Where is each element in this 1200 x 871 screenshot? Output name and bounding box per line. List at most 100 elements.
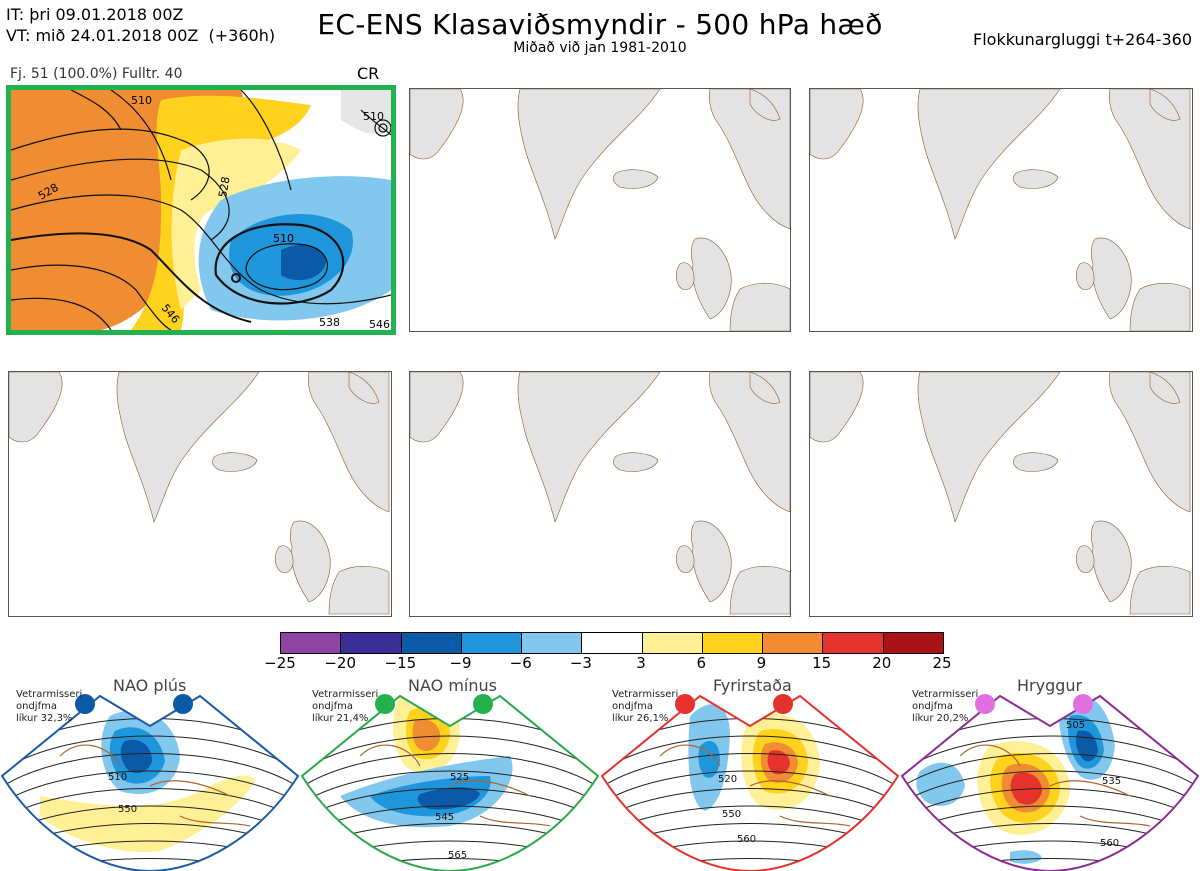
colorbar-tick-labels: −25 −20 −15 −9 −6 −3 3 6 9 15 20 25 [264, 654, 951, 674]
greenland-main-land [517, 372, 661, 523]
contour-label-1: 510 [131, 94, 152, 107]
regime-contour-2 [602, 753, 898, 789]
regime-marker-dot [675, 694, 695, 714]
iceland-land [212, 452, 258, 472]
british-isles-land [1090, 237, 1132, 320]
regime-marker-dot [375, 694, 395, 714]
colorbar-tick-4: −6 [509, 654, 532, 672]
regime-probability-note: Vetrarmisseri ondjfma líkur 21,4% [312, 689, 379, 724]
ireland-land [675, 545, 695, 573]
regime-probability-note: Vetrarmisseri ondjfma líkur 20,2% [912, 689, 979, 724]
cluster-map-1[interactable]: 510 528 528 510 546 538 546 510 [6, 85, 396, 335]
iceland-land [613, 452, 659, 472]
british-isles-land [690, 520, 732, 603]
colorbar-tick-5: −3 [569, 654, 592, 672]
regime-map-svg: 525 545 565 [300, 694, 600, 871]
scandinavia-land [1108, 89, 1191, 230]
svalbard-land [749, 89, 781, 121]
regime-marker-dot [975, 694, 995, 714]
regime-nao-minus: 525 545 565 NAO mínus Vetrarmisseri ondjfma … [300, 676, 600, 871]
regime-anomaly-2 [412, 719, 441, 751]
cluster-map-3[interactable] [809, 88, 1193, 332]
cluster-map-4[interactable] [8, 371, 392, 617]
init-time: IT: þri 09.01.2018 00Z [6, 5, 184, 24]
regime-contour-6 [302, 823, 598, 853]
regime-name: NAO plús [113, 676, 187, 695]
regime-contour-1 [902, 735, 1198, 773]
basemap-svg [810, 372, 1191, 615]
regime-contour-3 [302, 770, 598, 805]
regime-probability-note: Vetrarmisseri ondjfma líkur 26,1% [612, 689, 679, 724]
colorbar-swatch-6 [642, 633, 703, 653]
europe-land [729, 282, 790, 331]
europe-land [1129, 565, 1191, 615]
negative-anomaly-dark [281, 244, 326, 281]
regime-anomaly-2 [120, 739, 152, 774]
regime-contour-7 [602, 840, 898, 869]
regime-anomaly-5 [417, 787, 480, 810]
regime-contour-label: 545 [435, 812, 454, 823]
regime-marker-dot [75, 694, 95, 714]
ireland-land [1075, 545, 1095, 573]
page-subtitle: Miðað við jan 1981-2010 [513, 40, 687, 56]
regime-map-svg: 520 550 560 [600, 694, 900, 871]
british-isles-land [289, 520, 331, 603]
colorbar-tick-1: −20 [324, 654, 356, 672]
regime-contour-3 [902, 770, 1198, 805]
greenland-land [410, 89, 464, 160]
contour-label-6: 538 [319, 316, 340, 329]
regime-contour-7 [902, 840, 1198, 869]
regime-anomaly-8 [1010, 850, 1042, 864]
regime-contour-label: 550 [722, 809, 741, 820]
regime-coastline [659, 744, 851, 827]
regime-name: Fyrirstaða [713, 676, 792, 695]
positive-anomaly-light [171, 138, 301, 310]
regime-contour-label: 525 [450, 772, 469, 783]
contour-label-4: 510 [273, 232, 294, 245]
regime-contour-8 [602, 858, 898, 871]
regime-contour-3 [2, 770, 298, 805]
regime-contour-4 [602, 788, 898, 821]
regime-contour-1 [2, 735, 298, 773]
regime-contour-label: 560 [737, 834, 756, 845]
regime-border [900, 694, 1200, 871]
regime-contour-label: 535 [1102, 776, 1121, 787]
scandinavia-land [708, 372, 790, 513]
cluster-map-6[interactable] [809, 371, 1193, 617]
basemap-svg [410, 89, 790, 331]
regime-border [300, 694, 600, 871]
page-title: EC-ENS Klasaviðsmyndir - 500 hPa hæð [317, 8, 883, 41]
header-info: IT: þri 09.01.2018 00Z VT: mið 24.01.201… [6, 4, 275, 46]
contour-label-3: 528 [216, 176, 232, 199]
regime-contour-label: 550 [118, 804, 137, 815]
europe-land [729, 565, 790, 615]
greenland-land [810, 89, 864, 160]
regime-marker-dot [173, 694, 193, 714]
colorbar-tick-11: 25 [932, 654, 952, 672]
regime-coastline [959, 744, 1151, 827]
cluster-map-2[interactable] [409, 88, 791, 332]
regime-contour-4 [902, 788, 1198, 821]
anomaly-colorbar [280, 632, 944, 654]
regime-contour-2 [2, 753, 298, 789]
regime-nao-plus: 510 550 NAO plús Vetrarmisseri ondjfma líku… [0, 676, 300, 871]
regime-anomaly-3 [40, 775, 255, 852]
regime-probability-note: Vetrarmisseri ondjfma líkur 32,3% [16, 689, 83, 724]
basemap-svg [810, 89, 1191, 331]
colorbar-tick-3: −9 [449, 654, 472, 672]
regime-coastline [59, 744, 251, 827]
regime-contour-8 [902, 858, 1198, 871]
colorbar-swatch-4 [522, 633, 583, 653]
classification-window: Flokkunargluggi t+264-360 [973, 30, 1192, 49]
regime-border [600, 694, 900, 871]
colorbar-swatch-7 [702, 633, 764, 653]
regime-contour-label: 565 [448, 850, 467, 861]
regime-contour-2 [902, 753, 1198, 789]
british-isles-land [690, 237, 732, 320]
colorbar-tick-6: 3 [636, 654, 646, 672]
colorbar-swatch-10 [883, 633, 943, 653]
scandinavia-land [307, 372, 390, 513]
basemap-svg [9, 372, 390, 615]
cluster-map-5[interactable] [409, 371, 791, 617]
colorbar-swatch-8 [763, 633, 824, 653]
